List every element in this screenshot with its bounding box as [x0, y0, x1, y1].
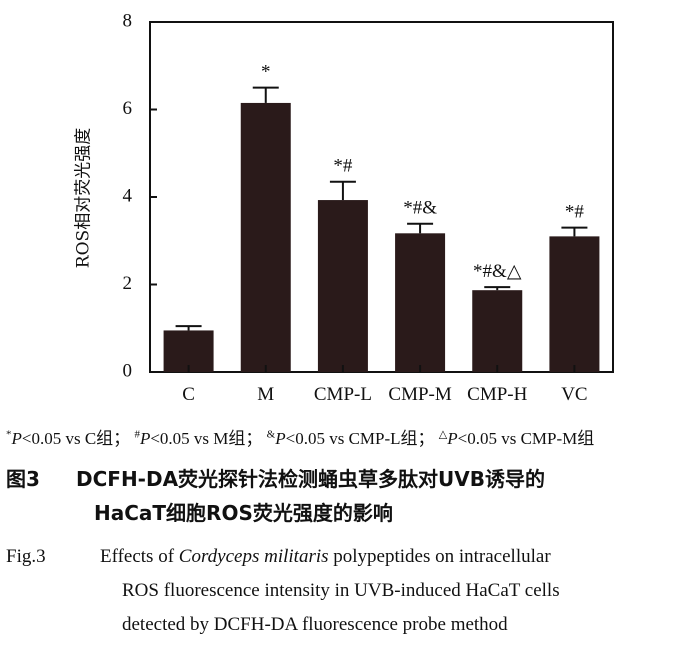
- plot-area: 0 2 4 6 8 C M * CMP-L *# CMP-M *#& CMP-H *#&△ VC *#: [123, 10, 614, 405]
- footnote-text-3: <0.05 vs CMP-L组；: [285, 429, 435, 448]
- caption-en-number: Fig.3: [6, 546, 46, 567]
- y-tick-label: 2: [123, 273, 133, 294]
- caption-en-line1c: polypeptides on intracellular: [328, 546, 551, 567]
- caption-chinese: 图3 DCFH-DA荧光探针法检测蛹虫草多肽对UVB诱导的 HaCaT细胞ROS荧…: [6, 462, 696, 530]
- footnote-p-3: P: [275, 429, 286, 448]
- bar: [472, 290, 523, 372]
- footnote: *P<0.05 vs C组； #P<0.05 vs M组； &P<0.05 vs…: [6, 424, 696, 449]
- caption-cn-line1: DCFH-DA荧光探针法检测蛹虫草多肽对UVB诱导的: [76, 467, 546, 491]
- footnote-symbol-4: △: [438, 428, 448, 441]
- bar: [317, 200, 368, 372]
- footnote-p-1: P: [11, 429, 22, 448]
- caption-en-line3: detected by DCFH-DA fluorescence probe m…: [122, 614, 508, 635]
- footnote-p-4: P: [447, 429, 458, 448]
- significance-label: *#&: [403, 198, 437, 219]
- significance-label: *#&△: [473, 261, 522, 282]
- y-tick-label: 8: [123, 10, 133, 31]
- bar: [549, 236, 600, 372]
- caption-english: Fig.3 Effects of Cordyceps militaris poly…: [6, 540, 696, 642]
- x-tick-label: C: [182, 384, 195, 405]
- significance-label: *: [261, 62, 271, 83]
- x-tick-label: VC: [561, 384, 587, 405]
- significance-label: *#: [565, 202, 585, 223]
- footnote-text-1: <0.05 vs C组；: [21, 429, 131, 448]
- x-tick-label: CMP-L: [314, 384, 372, 405]
- footnote-p-2: P: [139, 429, 151, 448]
- caption-cn-line2: HaCaT细胞ROS荧光强度的影响: [94, 501, 393, 525]
- caption-cn-number: 图3: [6, 467, 40, 491]
- y-axis-label: ROS相对荧光强度: [74, 128, 94, 268]
- x-tick-label: CMP-M: [388, 384, 451, 405]
- caption-en-line1a: Effects of: [100, 546, 179, 567]
- y-tick-label: 0: [123, 360, 133, 381]
- caption-en-species: Cordyceps militaris: [178, 546, 329, 567]
- bar: [395, 233, 446, 372]
- y-tick-label: 4: [123, 185, 133, 206]
- x-tick-label: CMP-H: [467, 384, 527, 405]
- bar-chart: ROS相对荧光强度 0 2 4 6 8 C M * CMP-L *# CMP-M *#& CMP-H *#…: [74, 10, 614, 405]
- significance-label: *#: [333, 156, 353, 177]
- plot-frame: [149, 21, 614, 373]
- x-tick-label: M: [257, 384, 274, 405]
- footnote-symbol-1: *: [6, 428, 12, 441]
- caption-en-line2: ROS fluorescence intensity in UVB-induce…: [122, 580, 560, 601]
- footnote-text-2: <0.05 vs M组；: [150, 429, 263, 448]
- bar: [240, 102, 291, 372]
- footnote-symbol-2: #: [134, 428, 140, 441]
- footnote-text-4: <0.05 vs CMP-M组: [457, 429, 595, 448]
- y-tick-label: 6: [123, 98, 133, 119]
- footnote-symbol-3: &: [266, 428, 276, 441]
